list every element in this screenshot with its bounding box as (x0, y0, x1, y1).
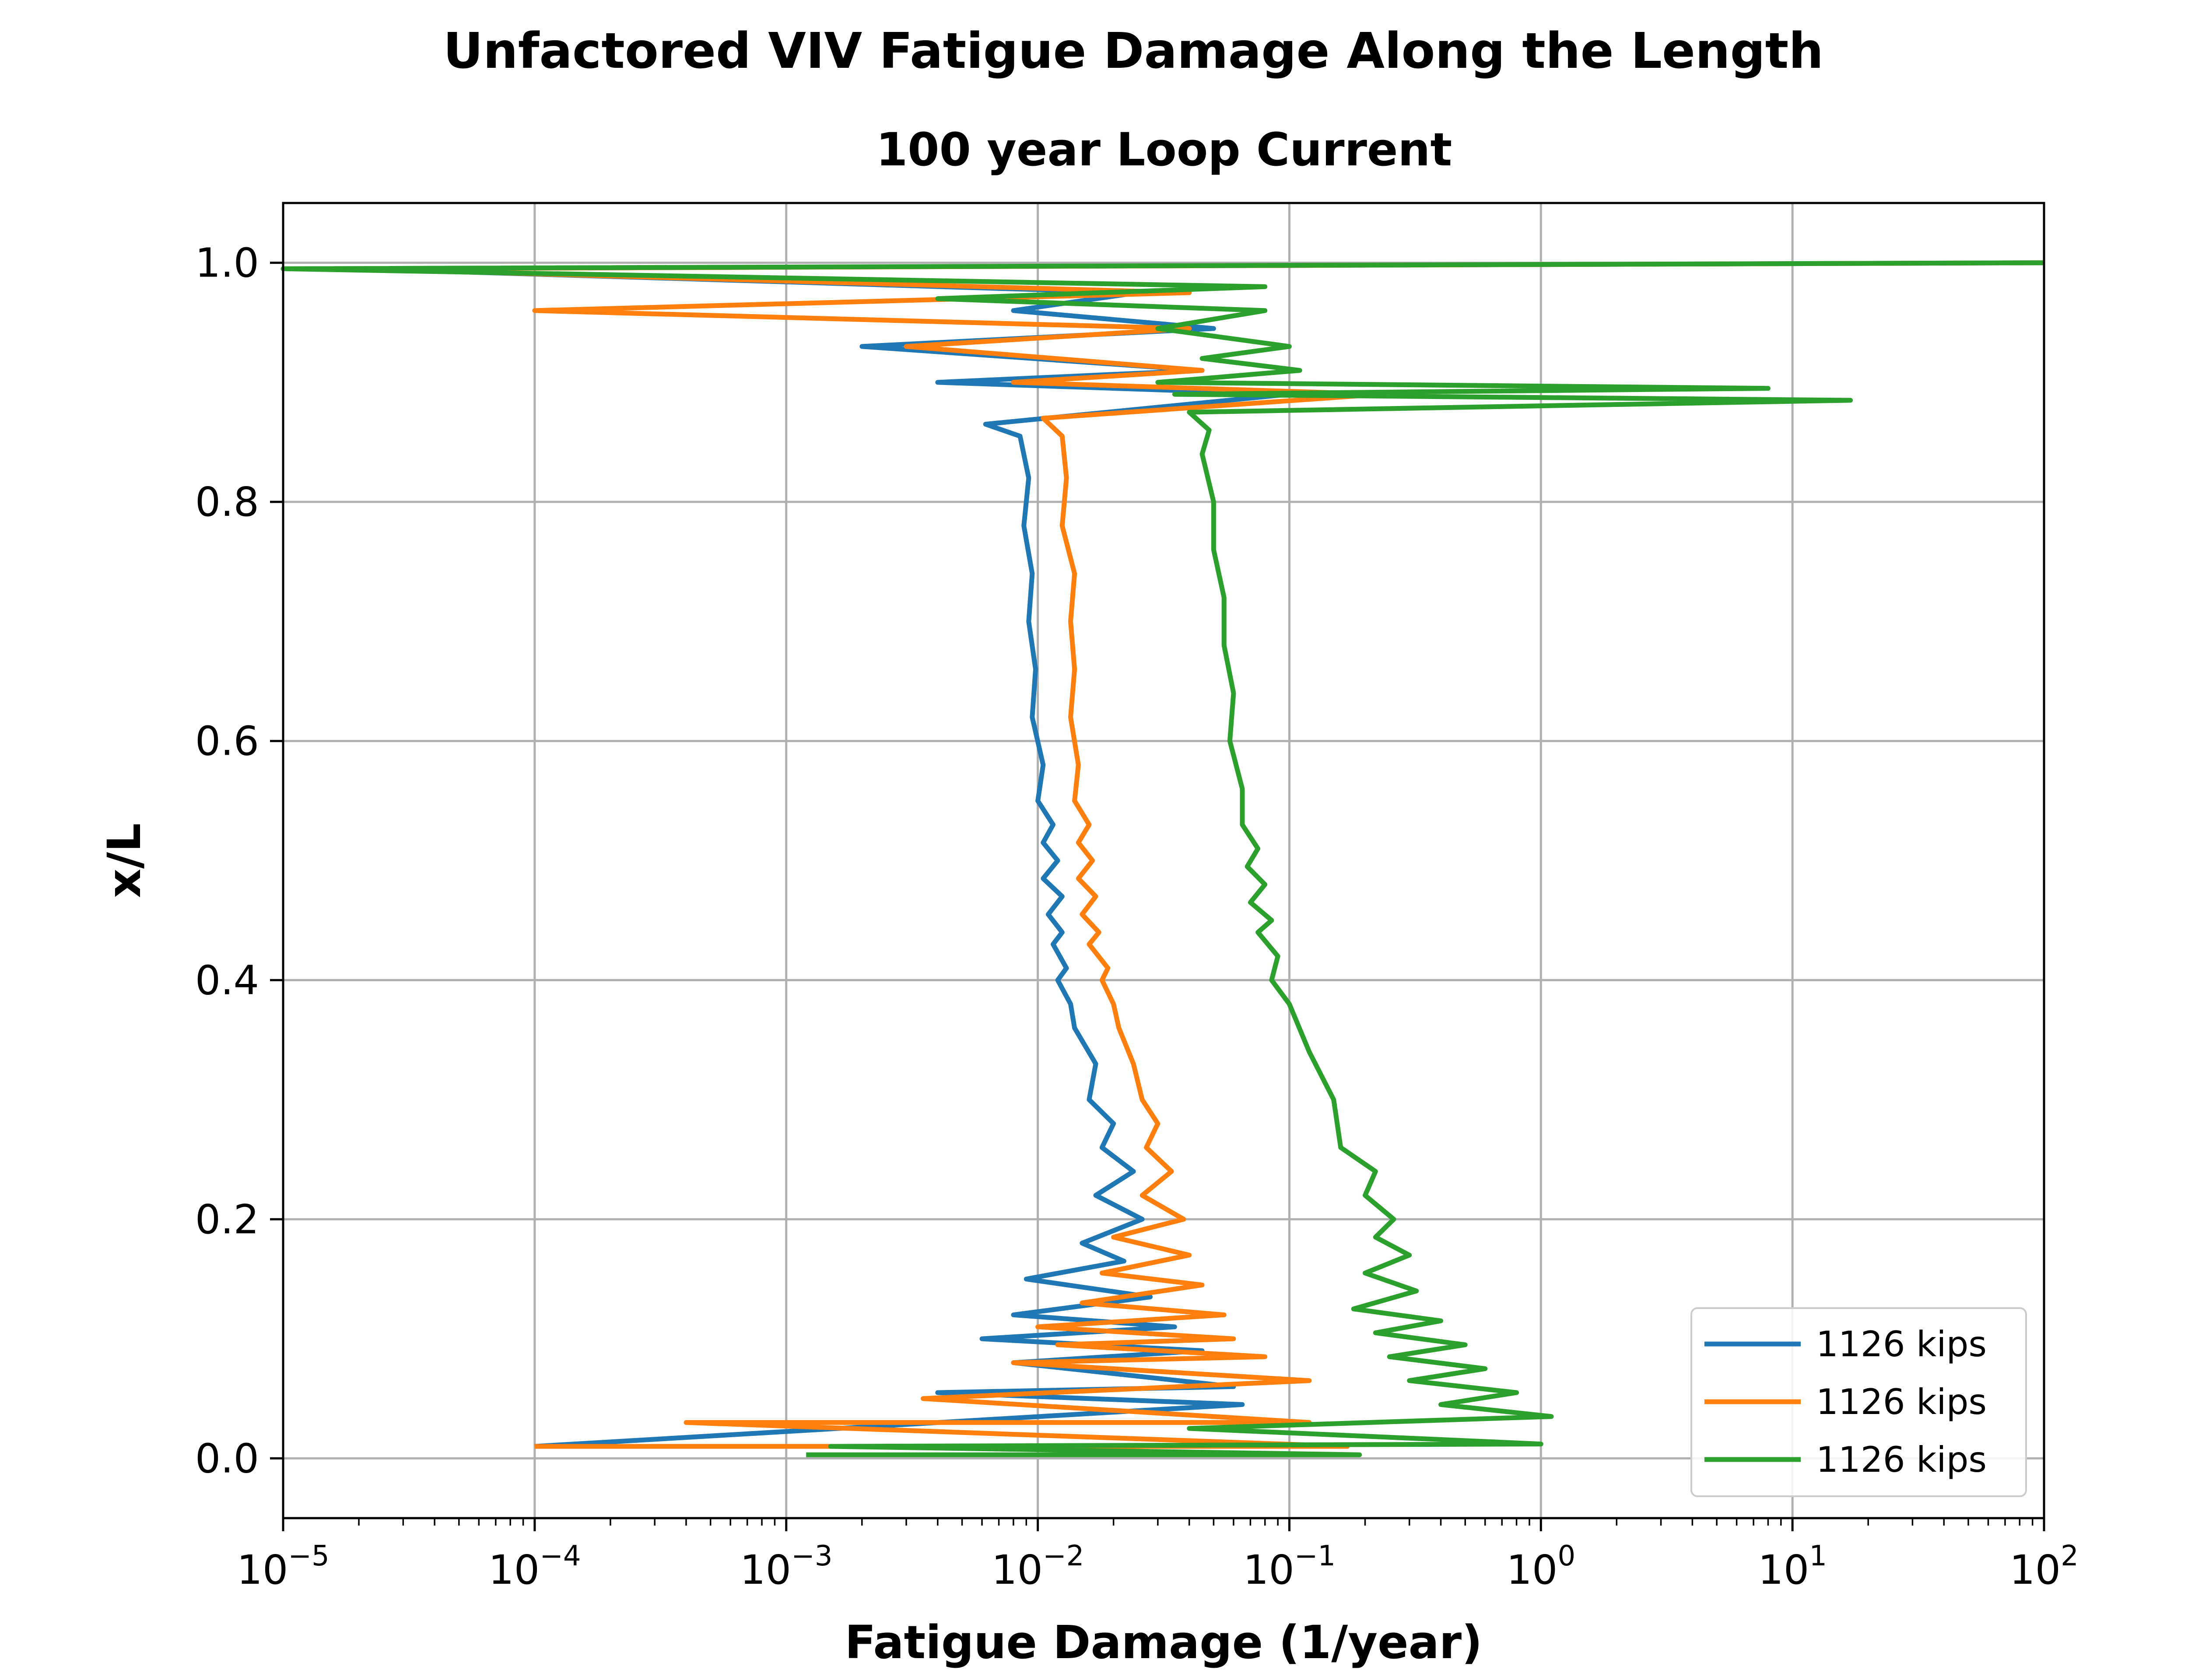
legend-label: 1126 kips (1816, 1382, 1987, 1422)
x-tick-base: 10 (992, 1547, 1043, 1593)
x-tick-base: 10 (1243, 1547, 1294, 1593)
x-tick-label: 101 (1758, 1540, 1827, 1593)
x-tick-label: 10−4 (488, 1540, 581, 1593)
x-tick-label: 10−3 (740, 1540, 832, 1593)
x-tick-base: 10 (1506, 1547, 1557, 1593)
legend-label: 1126 kips (1816, 1324, 1987, 1365)
y-tick-label: 0.0 (195, 1435, 259, 1482)
x-tick-base: 10 (1758, 1547, 1809, 1593)
x-tick-label: 102 (2009, 1540, 2079, 1593)
y-tick-label: 1.0 (195, 240, 259, 287)
x-tick-exponent: −2 (1043, 1540, 1084, 1572)
x-tick-label: 10−1 (1243, 1540, 1336, 1593)
series-1-line (356, 260, 2044, 1449)
y-tick-label: 0.6 (195, 718, 259, 765)
x-tick-label: 100 (1506, 1540, 1575, 1593)
x-tick-exponent: 0 (1557, 1540, 1575, 1572)
legend-label: 1126 kips (1816, 1439, 1987, 1480)
axes-frame (282, 202, 2045, 1519)
x-tick-base: 10 (488, 1547, 540, 1593)
x-tick-exponent: −3 (791, 1540, 832, 1572)
legend: 1126 kips 1126 kips 1126 kips (1690, 1307, 2027, 1497)
x-axis-label: Fatigue Damage (1/year) (845, 1616, 1482, 1669)
x-tick-base: 10 (740, 1547, 791, 1593)
y-tick-labels: 0.0 0.2 0.4 0.6 0.8 1.0 (195, 240, 259, 1482)
series-2-line (356, 260, 2044, 1449)
x-tick-label: 10−2 (992, 1540, 1084, 1593)
x-tick-base: 10 (237, 1547, 288, 1593)
y-axis-label: x/L (98, 823, 151, 898)
x-tick-exponent: −5 (288, 1540, 329, 1572)
series-3-line (281, 260, 2044, 1457)
x-tick-exponent: −4 (540, 1540, 581, 1572)
x-tick-exponent: 1 (1809, 1540, 1827, 1572)
chart-title: Unfactored VIV Fatigue Damage Along the … (443, 23, 1823, 80)
legend-box (1690, 1307, 2027, 1497)
legend-items: 1126 kips 1126 kips 1126 kips (1704, 1324, 1987, 1480)
x-tick-labels: 10−5 10−4 10−3 10−2 10−1 100 101 102 (237, 1540, 2079, 1593)
chart-subtitle: 100 year Loop Current (876, 123, 1452, 176)
x-tick-label: 10−5 (237, 1540, 329, 1593)
x-minor-ticks (358, 1518, 2034, 1526)
x-tick-exponent: −1 (1294, 1540, 1336, 1572)
y-tick-label: 0.4 (195, 957, 259, 1004)
axis-ticks (270, 262, 2045, 1531)
y-tick-label: 0.8 (195, 479, 259, 525)
y-tick-label: 0.2 (195, 1196, 259, 1243)
x-tick-exponent: 2 (2061, 1540, 2079, 1572)
x-tick-base: 10 (2009, 1547, 2061, 1593)
plot-area (281, 260, 2044, 1457)
